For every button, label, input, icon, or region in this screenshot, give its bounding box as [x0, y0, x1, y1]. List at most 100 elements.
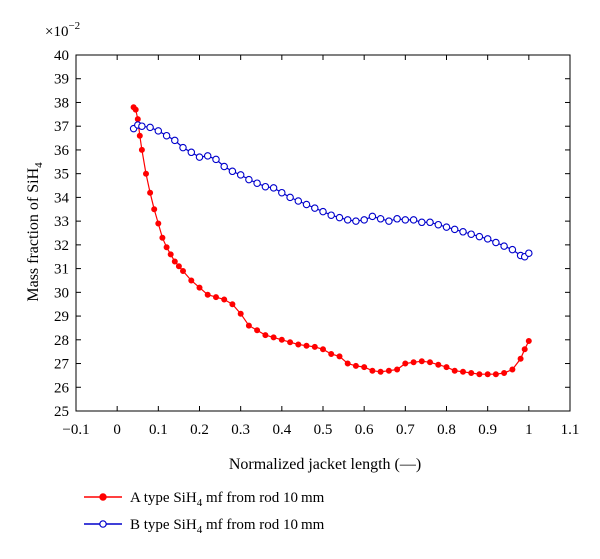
legend: A type SiH4 mf from rod 10 mm B type SiH…	[84, 490, 325, 536]
data-point	[508, 245, 517, 254]
data-point	[393, 215, 401, 223]
data-point	[401, 216, 410, 224]
data-point	[162, 131, 171, 140]
legend-marker-a	[99, 493, 107, 501]
data-point	[188, 277, 195, 284]
data-point	[278, 188, 286, 197]
legend-a-sub: 4	[197, 497, 203, 509]
data-point	[221, 296, 228, 303]
data-point	[468, 369, 475, 376]
legend-label-a: A type SiH4 mf from rod 10 mm	[130, 490, 325, 509]
data-point	[475, 232, 484, 241]
data-point	[483, 235, 492, 243]
data-point	[402, 360, 409, 367]
data-point	[434, 220, 443, 229]
data-point	[269, 184, 278, 192]
data-point	[418, 358, 425, 365]
data-point	[385, 217, 393, 225]
data-point	[245, 175, 253, 184]
x-axis-title: Normalized jacket length (—)	[229, 456, 421, 473]
data-point	[228, 167, 237, 176]
legend-a-post: mf from rod 10 mm	[202, 490, 324, 506]
x-tick-label: −0.1	[62, 422, 89, 438]
data-point	[517, 355, 524, 362]
data-point	[327, 211, 335, 219]
y-tick-label: 38	[54, 95, 69, 111]
data-point	[138, 146, 145, 153]
x-tick-label: 0.6	[355, 422, 374, 438]
data-point	[159, 234, 166, 241]
data-point	[311, 204, 319, 212]
data-point	[476, 371, 483, 378]
legend-label-b: B type SiH4 mf from rod 10 mm	[130, 517, 325, 536]
data-point	[467, 230, 475, 238]
data-point	[492, 238, 500, 247]
x-tick-label: 0.4	[272, 422, 291, 438]
data-point	[426, 218, 434, 227]
data-point	[253, 179, 261, 187]
y-tick-label: 33	[54, 214, 69, 230]
x-tick-label: 0.2	[190, 422, 209, 438]
y-multiplier-base: ×10	[45, 24, 68, 40]
y-tick-label: 37	[54, 119, 70, 135]
y-tick-label: 26	[54, 380, 70, 396]
data-point	[409, 216, 418, 224]
series-line	[133, 106, 530, 375]
data-point	[155, 220, 162, 227]
data-point	[435, 361, 442, 368]
x-tick-label: 0.1	[149, 422, 168, 438]
data-point	[376, 215, 385, 223]
y-tick-label: 28	[54, 333, 69, 349]
data-point	[236, 171, 245, 179]
data-point	[344, 360, 351, 367]
data-point	[287, 339, 294, 346]
x-tick-label: 0	[113, 422, 121, 438]
data-point	[154, 127, 163, 135]
data-point	[492, 371, 499, 378]
data-point	[418, 218, 426, 227]
data-point	[163, 244, 170, 251]
data-point	[294, 197, 303, 205]
data-point	[136, 132, 143, 139]
y-tick-label: 40	[54, 48, 69, 64]
data-point	[142, 170, 149, 177]
x-tick-label: 0.5	[314, 422, 333, 438]
data-point	[394, 366, 401, 373]
y-tick-label: 31	[54, 262, 69, 278]
data-point	[237, 310, 244, 317]
data-point	[319, 346, 326, 353]
data-point	[151, 206, 158, 213]
y-tick-label: 30	[54, 285, 69, 301]
y-tick-label: 32	[54, 238, 69, 254]
data-point	[212, 155, 220, 164]
y-axis-title-main: Mass fraction of SiH	[25, 167, 42, 301]
data-point	[451, 367, 458, 374]
y-axis-multiplier: ×10−2	[45, 20, 80, 40]
data-point	[525, 337, 532, 344]
data-point	[442, 223, 451, 231]
data-point	[134, 116, 141, 123]
legend-b-pre: B type SiH	[130, 517, 197, 533]
data-point	[459, 228, 467, 236]
data-point	[195, 153, 204, 161]
data-point	[500, 242, 508, 250]
data-point	[484, 371, 491, 378]
data-point	[261, 182, 270, 191]
x-axis-ticks: −0.1 0 0.1 0.2 0.3 0.4 0.5 0.6 0.7 0.8 0.9 1 1.1	[62, 55, 579, 438]
data-point	[138, 122, 146, 130]
data-point	[187, 148, 196, 157]
data-point	[212, 294, 219, 301]
data-point	[319, 207, 327, 216]
data-point	[286, 193, 294, 202]
data-point	[146, 123, 154, 132]
data-point	[245, 322, 252, 329]
x-tick-label: 0.8	[437, 422, 456, 438]
y-tick-label: 29	[54, 309, 69, 325]
legend-b-post: mf from rod 10 mm	[202, 517, 324, 533]
data-point	[171, 136, 179, 145]
x-tick-label: 1	[525, 422, 533, 438]
data-point	[278, 336, 285, 343]
y-axis-ticks: 25 26 27 28 29 30 31 32 33 34 35 36 37 38 39 40	[54, 48, 570, 420]
data-point	[361, 364, 368, 371]
